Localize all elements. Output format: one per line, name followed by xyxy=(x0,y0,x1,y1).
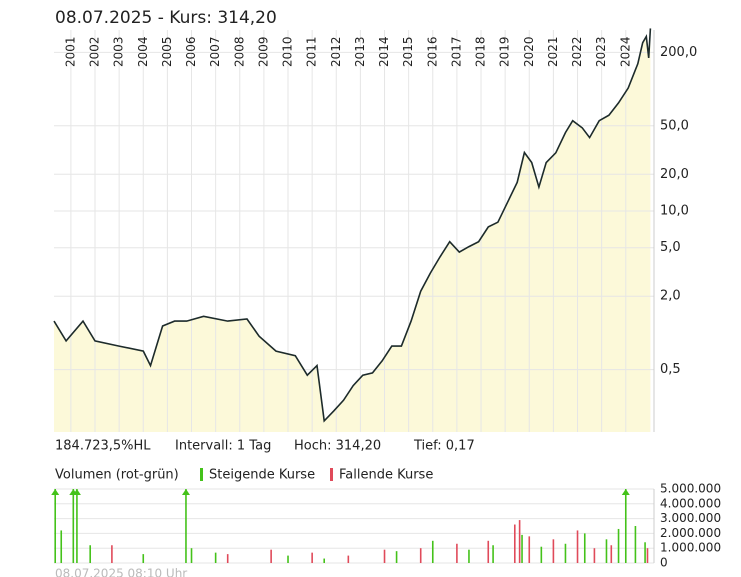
x-tick-label: 2010 xyxy=(281,36,295,67)
y-tick-label: 3.000.000 xyxy=(660,511,721,525)
x-tick-label: 2014 xyxy=(377,36,391,67)
y-tick-label: 0,5 xyxy=(660,362,681,377)
legend-label: Fallende Kurse xyxy=(339,468,433,483)
x-tick-label: 2006 xyxy=(184,36,198,67)
volume-bar xyxy=(311,552,313,563)
volume-bar xyxy=(190,548,193,563)
volume-bar xyxy=(518,520,521,563)
volume-bar xyxy=(383,549,386,563)
x-tick-label: 2001 xyxy=(63,36,77,67)
volume-bar xyxy=(644,542,646,563)
area xyxy=(54,28,651,433)
volume-bar xyxy=(323,558,326,563)
x-tick-label: 2020 xyxy=(522,36,536,67)
y-tick-label: 0 xyxy=(660,556,668,570)
volume-bar xyxy=(456,543,458,563)
volume-bar xyxy=(605,539,608,563)
y-tick-label: 2.000.000 xyxy=(660,526,721,540)
x-tick-label: 2008 xyxy=(232,36,246,67)
volume-bar xyxy=(214,552,217,563)
volume-bar xyxy=(540,546,543,563)
price-line xyxy=(53,28,652,423)
x-tick-label: 2009 xyxy=(256,36,270,67)
volume-bar xyxy=(185,489,187,563)
volume-bar xyxy=(142,554,145,563)
volume-bar xyxy=(419,548,422,563)
volume-bar xyxy=(492,545,494,563)
volume-bar xyxy=(583,533,586,563)
y-tick-label: 5,0 xyxy=(660,240,681,255)
volume-bar xyxy=(487,540,490,563)
overflow-arrow xyxy=(51,489,60,495)
y-tick-label: 4.000.000 xyxy=(660,496,721,510)
volume-bar xyxy=(624,489,627,563)
volume-bar xyxy=(76,489,78,563)
x-tick-label: 2018 xyxy=(474,36,488,67)
overflow-arrow xyxy=(72,489,81,495)
legend-label: Steigende Kurse xyxy=(209,468,315,483)
x-tick-label: 2015 xyxy=(401,36,415,67)
overflow-arrow xyxy=(181,489,190,495)
x-tick-label: 2011 xyxy=(305,36,319,67)
volume-bar xyxy=(528,536,531,563)
volume-bar xyxy=(60,530,63,563)
volume-bar xyxy=(610,545,613,563)
volume-bar xyxy=(89,545,91,563)
y-tick-label: 2,0 xyxy=(660,289,681,304)
volume-bar xyxy=(226,554,229,563)
y-tick-label: 1.000.000 xyxy=(660,541,721,555)
volume-bar xyxy=(287,555,289,563)
volume-bar xyxy=(111,545,113,563)
volume-bar xyxy=(270,549,272,563)
volume-bar xyxy=(564,543,567,563)
x-tick-label: 2002 xyxy=(88,36,102,67)
volume-bar xyxy=(593,548,596,563)
volume-bar xyxy=(431,540,434,563)
y-tick-label: 200,0 xyxy=(660,45,697,60)
x-tick-label: 2013 xyxy=(353,36,367,67)
overflow-arrow xyxy=(621,489,630,495)
x-tick-label: 2021 xyxy=(546,36,560,67)
volume-bar xyxy=(576,530,579,563)
x-tick-label: 2007 xyxy=(208,36,222,67)
x-tick-label: 2017 xyxy=(449,36,463,67)
info: 184.723,5%HL xyxy=(55,439,151,454)
volume-bar xyxy=(54,489,57,563)
y-tick-label: 20,0 xyxy=(660,167,689,182)
legend-swatch xyxy=(200,468,203,481)
x-tick-label: 2012 xyxy=(329,36,343,67)
volume-bar xyxy=(521,534,523,563)
y-tick-label: 50,0 xyxy=(660,118,689,133)
volume-bar xyxy=(468,549,470,563)
info: Hoch: 314,20 xyxy=(294,439,381,454)
timestamp: 08.07.2025 08:10 Uhr xyxy=(55,567,187,577)
legend-swatch xyxy=(330,468,333,481)
chart-title: 08.07.2025 - Kurs: 314,20 xyxy=(55,8,277,28)
volume-bar xyxy=(347,555,350,563)
volume-bar xyxy=(634,526,637,563)
x-tick-label: 2023 xyxy=(594,36,608,67)
x-tick-label: 2016 xyxy=(425,36,439,67)
x-tick-label: 2019 xyxy=(498,36,512,67)
info: Tief: 0,17 xyxy=(413,439,475,454)
x-tick-label: 2022 xyxy=(570,36,584,67)
volume-bar xyxy=(395,551,398,563)
info: Intervall: 1 Tag xyxy=(175,439,271,454)
x-tick-label: 2024 xyxy=(618,36,632,67)
x-tick-label: 2004 xyxy=(136,36,150,67)
volume-title: Volumen (rot-grün) xyxy=(55,468,179,483)
y-tick-label: 10,0 xyxy=(660,203,689,218)
x-tick-label: 2005 xyxy=(160,36,174,67)
volume-bar xyxy=(72,489,75,563)
volume-bar xyxy=(646,548,649,563)
y-tick-label: 5.000.000 xyxy=(660,482,721,496)
x-tick-label: 2003 xyxy=(112,36,126,67)
volume-bar xyxy=(617,528,620,563)
volume-bar xyxy=(513,524,516,563)
volume-bar xyxy=(552,539,555,563)
